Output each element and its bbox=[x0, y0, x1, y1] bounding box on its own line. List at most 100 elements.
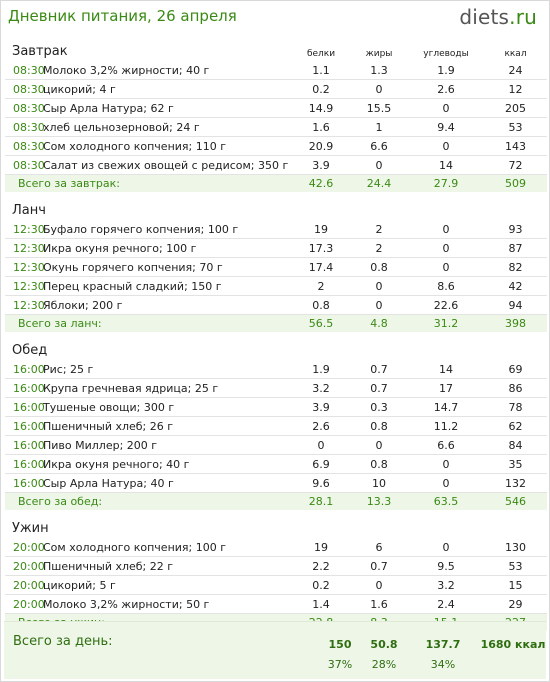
food-protein: 1.6 bbox=[292, 117, 351, 137]
empty-cell bbox=[292, 510, 350, 538]
food-kcal: 53 bbox=[484, 556, 548, 576]
food-fat: 0.8 bbox=[350, 454, 409, 474]
food-name: Икра окуня речного; 40 г bbox=[43, 454, 293, 474]
food-fat: 0.3 bbox=[350, 397, 409, 417]
food-row[interactable]: 16:00 Икра окуня речного; 40 г 6.9 0.8 0 35 bbox=[5, 454, 548, 474]
food-row[interactable]: 12:30 Окунь горячего копчения; 70 г 17.4 0.… bbox=[5, 257, 548, 277]
food-row[interactable]: 20:00 Сом холодного копчения; 100 г 19 6 0 13… bbox=[5, 538, 548, 557]
meal-total-label: Всего за обед: bbox=[5, 492, 293, 510]
food-fat: 0.7 bbox=[350, 556, 409, 576]
food-row[interactable]: 16:00 Пшеничный хлеб; 26 г 2.6 0.8 11.2 62 bbox=[5, 416, 548, 436]
food-row[interactable]: 16:00 Сыр Арла Натура; 40 г 9.6 10 0 132 bbox=[5, 473, 548, 493]
food-kcal: 29 bbox=[484, 594, 548, 614]
meal-total-protein: 56.5 bbox=[292, 314, 351, 332]
food-carbs: 14 bbox=[408, 360, 485, 379]
food-protein: 19 bbox=[292, 220, 351, 239]
food-row[interactable]: 12:30 Икра окуня речного; 100 г 17.3 2 0 87 bbox=[5, 238, 548, 258]
food-row[interactable]: 08:30 Сыр Арла Натура; 62 г 14.9 15.5 0 205 bbox=[5, 98, 548, 118]
food-carbs: 9.5 bbox=[408, 556, 485, 576]
food-carbs: 0 bbox=[408, 454, 485, 474]
food-kcal: 15 bbox=[484, 575, 548, 595]
food-carbs: 9.4 bbox=[408, 117, 485, 137]
empty-cell bbox=[484, 332, 547, 360]
food-protein: 1.1 bbox=[292, 61, 351, 80]
food-protein: 17.3 bbox=[292, 238, 351, 258]
day-protein-percent: 37% bbox=[327, 658, 353, 671]
food-row[interactable]: 12:30 Перец красный сладкий; 150 г 2 0 8.6 42 bbox=[5, 276, 548, 296]
food-protein: 2.2 bbox=[292, 556, 351, 576]
day-total-kcal: 1680 ккал bbox=[480, 638, 546, 651]
food-row[interactable]: 12:30 Буфало горячего копчения; 100 г 19 2 0… bbox=[5, 220, 548, 239]
food-kcal: 86 bbox=[484, 378, 548, 398]
food-row[interactable]: 20:00 Молоко 3,2% жирности; 50 г 1.4 1.6 2.4… bbox=[5, 594, 548, 614]
food-name: Пшеничный хлеб; 26 г bbox=[43, 416, 293, 436]
food-time: 12:30 bbox=[5, 295, 45, 315]
food-kcal: 143 bbox=[484, 136, 548, 156]
food-name: Крупа гречневая ядрица; 25 г bbox=[43, 378, 293, 398]
empty-cell bbox=[408, 192, 484, 220]
food-row[interactable]: 08:30 Салат из свежих овощей с редисом; 3… bbox=[5, 155, 548, 175]
meal-total-carbs: 63.5 bbox=[408, 492, 485, 510]
food-protein: 3.9 bbox=[292, 397, 351, 417]
food-fat: 0.8 bbox=[350, 257, 409, 277]
site-logo[interactable]: diets.ru bbox=[459, 5, 537, 29]
food-kcal: 87 bbox=[484, 238, 548, 258]
food-row[interactable]: 20:00 Пшеничный хлеб; 22 г 2.2 0.7 9.5 53 bbox=[5, 556, 548, 576]
food-protein: 0.8 bbox=[292, 295, 351, 315]
food-kcal: 82 bbox=[484, 257, 548, 277]
food-time: 08:30 bbox=[5, 155, 45, 175]
meal-total-kcal: 509 bbox=[484, 174, 548, 192]
food-name: Пшеничный хлеб; 22 г bbox=[43, 556, 293, 576]
meal-section-header: Завтрак белки жиры углеводы ккал bbox=[5, 33, 547, 61]
food-row[interactable]: 08:30 Молоко 3,2% жирности; 40 г 1.1 1.3 1.9… bbox=[5, 61, 548, 80]
food-row[interactable]: 12:30 Яблоки; 200 г 0.8 0 22.6 94 bbox=[5, 295, 548, 315]
food-row[interactable]: 16:00 Рис; 25 г 1.9 0.7 14 69 bbox=[5, 360, 548, 379]
column-header-carbs: углеводы bbox=[423, 49, 469, 59]
food-row[interactable]: 08:30 цикорий; 4 г 0.2 0 2.6 12 bbox=[5, 79, 548, 99]
food-carbs: 2.4 bbox=[408, 594, 485, 614]
food-time: 12:30 bbox=[5, 220, 45, 239]
day-total-fat: 50.8 bbox=[370, 638, 398, 651]
food-carbs: 0 bbox=[408, 220, 485, 239]
food-kcal: 78 bbox=[484, 397, 548, 417]
meals-table-body: Завтрак белки жиры углеводы ккал 08:30 Молоко … bbox=[5, 33, 548, 631]
food-row[interactable]: 16:00 Тушеные овощи; 300 г 3.9 0.3 14.7 78 bbox=[5, 397, 548, 417]
food-kcal: 130 bbox=[484, 538, 548, 557]
food-protein: 1.9 bbox=[292, 360, 351, 379]
food-kcal: 93 bbox=[484, 220, 548, 239]
food-name: хлеб цельнозерновой; 24 г bbox=[43, 117, 293, 137]
food-fat: 0.7 bbox=[350, 378, 409, 398]
food-row[interactable]: 16:00 Пиво Миллер; 200 г 0 0 6.6 84 bbox=[5, 435, 548, 455]
food-fat: 0 bbox=[350, 155, 409, 175]
column-header-kcal: ккал bbox=[504, 49, 527, 59]
food-time: 08:30 bbox=[5, 117, 45, 137]
food-row[interactable]: 16:00 Крупа гречневая ядрица; 25 г 3.2 0.7 1… bbox=[5, 378, 548, 398]
food-row[interactable]: 20:00 цикорий; 5 г 0.2 0 3.2 15 bbox=[5, 575, 548, 595]
day-fat-percent: 28% bbox=[371, 658, 397, 671]
empty-cell bbox=[408, 510, 484, 538]
meal-total-carbs: 27.9 bbox=[408, 174, 485, 192]
food-fat: 2 bbox=[350, 220, 409, 239]
food-time: 16:00 bbox=[5, 378, 45, 398]
empty-cell bbox=[350, 510, 408, 538]
food-kcal: 84 bbox=[484, 435, 548, 455]
food-protein: 0.2 bbox=[292, 79, 351, 99]
empty-cell bbox=[484, 192, 547, 220]
column-header-fat: жиры bbox=[365, 49, 393, 59]
food-name: цикорий; 4 г bbox=[43, 79, 293, 99]
food-kcal: 35 bbox=[484, 454, 548, 474]
food-row[interactable]: 08:30 хлеб цельнозерновой; 24 г 1.6 1 9.4 53 bbox=[5, 117, 548, 137]
food-fat: 0.8 bbox=[350, 416, 409, 436]
food-protein: 2 bbox=[292, 276, 351, 296]
food-carbs: 2.6 bbox=[408, 79, 485, 99]
food-time: 20:00 bbox=[5, 575, 45, 595]
meals-table: Завтрак белки жиры углеводы ккал 08:30 Молоко … bbox=[5, 33, 548, 631]
food-name: Перец красный сладкий; 150 г bbox=[43, 276, 293, 296]
meal-total-row: Всего за ланч: 56.5 4.8 31.2 398 bbox=[5, 314, 548, 332]
food-row[interactable]: 08:30 Сом холодного копчения; 110 г 20.9 6.… bbox=[5, 136, 548, 156]
meal-total-row: Всего за обед: 28.1 13.3 63.5 546 bbox=[5, 492, 548, 510]
meal-total-fat: 24.4 bbox=[350, 174, 409, 192]
food-carbs: 0 bbox=[408, 98, 485, 118]
day-carbs-percent: 34% bbox=[430, 658, 456, 671]
